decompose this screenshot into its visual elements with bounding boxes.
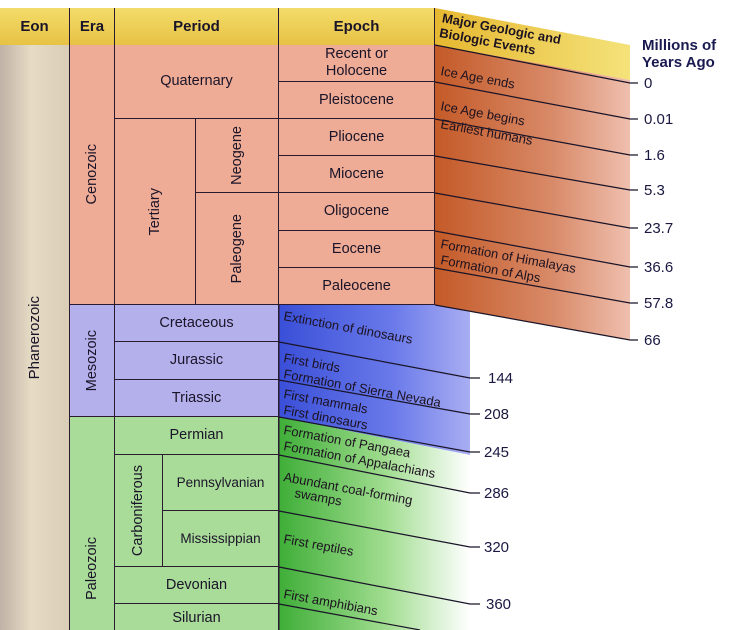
period-cretaceous-label: Cretaceous: [159, 314, 234, 331]
eon-phanerozoic: Phanerozoic: [0, 45, 70, 630]
age-label: 286: [484, 485, 510, 502]
period-silurian: Silurian: [115, 604, 279, 630]
epoch-miocene-label: Miocene: [329, 165, 384, 182]
epoch-header-label: Epoch: [333, 18, 380, 35]
subperiod-neogene: Neogene: [196, 119, 279, 193]
ma-axis-title: Millions of Years Ago: [642, 37, 729, 71]
subperiod-paleogene: Paleogene: [196, 193, 279, 305]
epoch-paleocene: Paleocene: [279, 268, 435, 305]
age-label: 66: [644, 332, 661, 349]
period-jurassic: Jurassic: [115, 342, 279, 380]
epoch-holocene-line1: Recent or: [325, 46, 388, 62]
epoch-eocene: Eocene: [279, 231, 435, 268]
era-cenozoic: Cenozoic: [70, 45, 115, 305]
age-label: 208: [484, 406, 510, 423]
eon-header: Eon: [0, 8, 70, 45]
subperiod-pennsylvanian-label: Pennsylvanian: [176, 475, 265, 490]
period-quaternary-label: Quaternary: [160, 73, 233, 89]
period-header: Period: [115, 8, 279, 45]
events-header-band: [435, 8, 630, 80]
age-label: 320: [484, 539, 510, 556]
epoch-header: Epoch: [279, 8, 435, 45]
era-mesozoic: Mesozoic: [70, 305, 115, 417]
era-header: Era: [70, 8, 115, 45]
period-triassic: Triassic: [115, 380, 279, 417]
period-quaternary: Quaternary: [115, 45, 279, 119]
eon-header-label: Eon: [20, 18, 49, 35]
epoch-pliocene: Pliocene: [279, 119, 435, 156]
age-label: 23.7: [644, 220, 674, 237]
age-label: 36.6: [644, 259, 674, 276]
period-carboniferous: Carboniferous: [115, 455, 163, 567]
ma-axis-title-line1: Millions of: [642, 37, 717, 54]
age-label: 57.8: [644, 295, 674, 312]
epoch-pleistocene-label: Pleistocene: [319, 91, 394, 108]
subperiod-pennsylvanian: Pennsylvanian: [163, 455, 279, 511]
ma-axis-title-line2: Years Ago: [642, 54, 715, 71]
events-mesozoic-band: [279, 305, 470, 455]
age-label: 360: [486, 596, 512, 613]
period-cretaceous: Cretaceous: [115, 305, 279, 342]
era-header-label: Era: [79, 18, 105, 35]
period-silurian-label: Silurian: [172, 610, 221, 626]
epoch-oligocene-label: Oligocene: [323, 203, 390, 219]
epoch-eocene-label: Eocene: [331, 240, 382, 257]
epoch-pleistocene: Pleistocene: [279, 82, 435, 119]
age-label: 245: [484, 444, 510, 461]
epoch-miocene: Miocene: [279, 156, 435, 193]
subperiod-mississippian-label: Mississippian: [180, 531, 261, 546]
period-permian: Permian: [115, 417, 279, 455]
period-permian-label: Permian: [169, 427, 224, 443]
epoch-pliocene-label: Pliocene: [328, 128, 385, 145]
events-cenozoic-band: [435, 45, 630, 340]
era-paleozoic: Paleozoic: [70, 417, 115, 630]
epoch-holocene: Recent or Holocene: [279, 45, 435, 82]
subperiod-mississippian: Mississippian: [163, 511, 279, 567]
age-label: 0.01: [644, 111, 674, 128]
period-devonian: Devonian: [115, 567, 279, 604]
age-label: 1.6: [644, 147, 665, 164]
epoch-holocene-line2: Holocene: [325, 63, 388, 79]
age-label: 144: [488, 370, 514, 387]
age-label: 5.3: [644, 182, 665, 199]
age-label: 0: [644, 75, 653, 92]
period-tertiary: Tertiary: [115, 119, 196, 305]
period-jurassic-label: Jurassic: [169, 352, 224, 368]
period-triassic-label: Triassic: [171, 389, 222, 406]
epoch-paleocene-label: Paleocene: [322, 277, 391, 294]
boundary-lines: [278, 44, 638, 630]
period-header-label: Period: [173, 18, 220, 35]
epoch-oligocene: Oligocene: [279, 193, 435, 231]
period-devonian-label: Devonian: [165, 576, 228, 593]
